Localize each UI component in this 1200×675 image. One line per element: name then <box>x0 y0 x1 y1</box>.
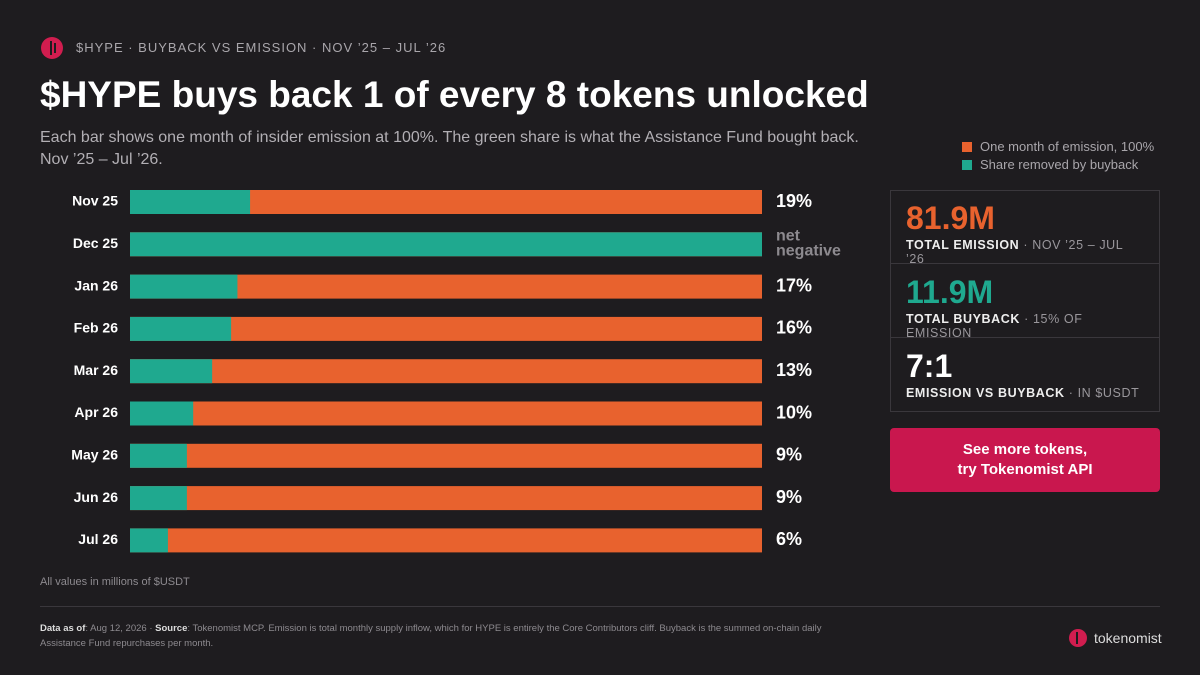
legend-item: Share removed by buyback <box>962 156 1154 174</box>
stat-note: · 15% OF EMISSION <box>906 312 1083 340</box>
logo-icon <box>41 37 63 59</box>
emission-bar <box>130 528 762 553</box>
stat-label-text: TOTAL BUYBACK <box>906 312 1021 326</box>
buyback-bar <box>130 232 762 257</box>
category-label: Dec 25 <box>73 235 118 251</box>
buyback-bar <box>130 443 187 468</box>
stat: 81.9M TOTAL EMISSION · NOV ’25 – JUL ’26 <box>890 190 1160 266</box>
footer-label: Source <box>155 623 188 634</box>
value-label: net negative <box>776 228 841 260</box>
stat-value: 7:1 <box>906 348 953 384</box>
value-label-word: net <box>776 228 801 245</box>
footer: Data as of: Aug 12, 2026 · Source: Token… <box>40 621 840 651</box>
buyback-bar <box>130 316 232 341</box>
stat-label: EMISSION VS BUYBACK · IN $USDT <box>906 386 1144 400</box>
stat: 11.9M TOTAL BUYBACK · 15% OF EMISSION <box>890 264 1160 340</box>
stat-note: · NOV ’25 – JUL ’26 <box>906 238 1123 266</box>
cta-line[interactable]: See more tokens, <box>962 441 1088 458</box>
divider <box>40 606 1160 607</box>
subtitle-line: Each bar shows one month of insider emis… <box>40 129 859 146</box>
stat-label: TOTAL EMISSION · NOV ’25 – JUL ’26 <box>906 238 1144 266</box>
value-label: 9% <box>776 487 802 507</box>
note: All values in millions of $USDT <box>40 576 190 588</box>
stat-label: TOTAL BUYBACK · 15% OF EMISSION <box>906 312 1144 340</box>
value-label: 10% <box>776 402 812 422</box>
buyback-bar <box>130 274 238 299</box>
chart: Nov 25 19% Dec 25 net negative Jan 26 17% Feb 2… <box>71 190 841 553</box>
value-label: 13% <box>776 360 812 380</box>
emission-bar <box>130 359 762 384</box>
legend-label: Share removed by buyback <box>980 157 1139 172</box>
value-label: 19% <box>776 191 812 211</box>
legend-item: One month of emission, 100% <box>962 138 1154 156</box>
buyback-bar <box>130 190 251 214</box>
buyback-bar <box>130 486 187 511</box>
cta-button[interactable]: See more tokens, try Tokenomist API <box>890 428 1160 492</box>
stats-panel <box>890 190 1160 412</box>
brand: tokenomist <box>1094 630 1162 646</box>
subtitle: Each bar shows one month of insider emis… <box>40 127 859 171</box>
title: $HYPE buys back 1 of every 8 tokens unlo… <box>40 74 869 115</box>
legend: One month of emission, 100% Share removed… <box>962 138 1154 174</box>
category-label: Apr 26 <box>74 404 118 420</box>
legend-swatch <box>962 160 972 170</box>
value-label: 6% <box>776 529 802 549</box>
emission-bar <box>130 443 762 468</box>
value-label: 16% <box>776 318 812 338</box>
emission-bar <box>130 316 762 341</box>
value-label: 9% <box>776 445 802 465</box>
category-label: Mar 26 <box>74 362 119 378</box>
stat-value: 11.9M <box>906 274 994 310</box>
buyback-bar <box>130 359 213 384</box>
stat-label-text: TOTAL EMISSION <box>906 238 1020 252</box>
subtitle-line: Nov ’25 – Jul ’26. <box>40 151 163 168</box>
emission-bar <box>130 401 762 426</box>
category-label: Jul 26 <box>78 531 118 547</box>
brand-icon <box>1069 629 1087 647</box>
stat-note: · IN $USDT <box>1068 386 1140 400</box>
stat-value: 81.9M <box>906 200 995 236</box>
category-label: Jun 26 <box>74 489 119 505</box>
category-label: May 26 <box>71 447 118 463</box>
footer-label: Data as of <box>40 623 86 634</box>
stat: 7:1 EMISSION VS BUYBACK · IN $USDT <box>890 338 1160 412</box>
cta-line[interactable]: try Tokenomist API <box>957 461 1093 478</box>
emission-bar <box>130 486 762 511</box>
legend-swatch <box>962 142 972 152</box>
footer-text: : Aug 12, 2026 · <box>85 623 156 634</box>
value-label-word: negative <box>776 243 841 260</box>
category-label: Jan 26 <box>74 277 118 293</box>
buyback-bar <box>130 401 194 426</box>
legend-label: One month of emission, 100% <box>980 139 1155 154</box>
stat-label-text: EMISSION VS BUYBACK <box>906 386 1065 400</box>
kicker: $HYPE · BUYBACK VS EMISSION · NOV ’25 – … <box>76 40 447 55</box>
value-label: 17% <box>776 275 812 295</box>
buyback-bar <box>130 528 168 553</box>
category-label: Nov 25 <box>72 193 118 209</box>
footer-text: : Tokenomist MCP. Emission is total mont… <box>40 623 822 649</box>
category-label: Feb 26 <box>74 320 119 336</box>
